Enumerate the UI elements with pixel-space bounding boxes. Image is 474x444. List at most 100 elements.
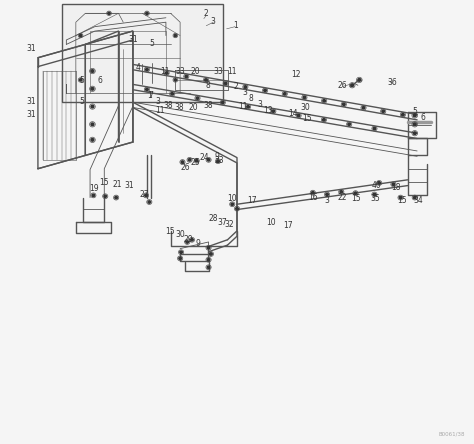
Text: 40: 40 xyxy=(372,181,382,190)
Text: 26: 26 xyxy=(337,81,347,90)
Circle shape xyxy=(207,246,210,249)
Text: 38: 38 xyxy=(204,101,213,110)
Circle shape xyxy=(323,119,325,121)
Text: 2: 2 xyxy=(204,9,209,18)
Text: 3: 3 xyxy=(211,17,216,26)
Text: 31: 31 xyxy=(124,181,134,190)
Circle shape xyxy=(401,114,404,116)
Text: 11: 11 xyxy=(155,106,165,115)
Circle shape xyxy=(91,70,94,72)
Circle shape xyxy=(340,190,343,193)
Text: 31: 31 xyxy=(129,36,138,44)
Text: 6: 6 xyxy=(420,113,425,122)
Text: 31: 31 xyxy=(26,44,36,53)
Circle shape xyxy=(373,127,376,130)
Circle shape xyxy=(195,159,198,162)
Text: 8: 8 xyxy=(249,94,254,103)
Text: 21: 21 xyxy=(113,180,122,189)
Circle shape xyxy=(148,201,151,203)
Text: 15: 15 xyxy=(165,227,174,236)
Text: 3: 3 xyxy=(155,97,160,106)
Text: 4: 4 xyxy=(136,63,141,72)
Text: 35: 35 xyxy=(371,194,380,203)
Circle shape xyxy=(311,191,314,194)
Circle shape xyxy=(323,99,326,102)
Text: 30: 30 xyxy=(301,103,310,112)
Circle shape xyxy=(413,196,416,199)
Text: 36: 36 xyxy=(388,78,397,87)
Text: 11: 11 xyxy=(228,67,237,75)
Circle shape xyxy=(146,68,148,71)
Text: 5: 5 xyxy=(79,76,84,85)
Text: 16: 16 xyxy=(308,193,318,202)
Text: 38: 38 xyxy=(164,101,173,110)
Circle shape xyxy=(80,79,82,81)
Circle shape xyxy=(108,12,110,15)
Text: 20: 20 xyxy=(189,103,198,112)
Circle shape xyxy=(104,195,107,198)
Text: 31: 31 xyxy=(26,97,36,106)
Circle shape xyxy=(382,110,384,112)
Text: B0061/38: B0061/38 xyxy=(438,431,465,436)
Text: 19: 19 xyxy=(89,184,99,193)
Circle shape xyxy=(413,114,416,117)
Circle shape xyxy=(413,132,416,135)
Circle shape xyxy=(378,182,381,184)
Circle shape xyxy=(91,139,94,141)
Text: 28: 28 xyxy=(209,214,218,223)
Circle shape xyxy=(146,12,148,15)
Circle shape xyxy=(207,266,210,269)
Circle shape xyxy=(91,105,94,108)
Circle shape xyxy=(264,89,266,91)
Text: 13: 13 xyxy=(263,106,273,115)
Text: 26: 26 xyxy=(180,163,190,172)
Circle shape xyxy=(115,196,118,199)
Text: 3: 3 xyxy=(325,196,329,205)
Circle shape xyxy=(224,82,227,85)
Text: 15: 15 xyxy=(100,178,109,187)
Circle shape xyxy=(272,110,274,112)
Text: 31: 31 xyxy=(26,110,36,119)
Text: 14: 14 xyxy=(288,109,298,118)
Text: 22: 22 xyxy=(337,193,347,202)
Text: 15: 15 xyxy=(302,114,312,123)
Text: 11: 11 xyxy=(238,102,247,111)
Circle shape xyxy=(354,192,357,194)
Bar xyxy=(62,4,223,102)
Circle shape xyxy=(247,106,249,108)
Circle shape xyxy=(171,93,173,95)
Circle shape xyxy=(191,238,193,241)
Text: 6: 6 xyxy=(97,76,102,85)
Circle shape xyxy=(236,207,238,210)
Text: 17: 17 xyxy=(283,221,293,230)
Circle shape xyxy=(210,253,212,255)
Text: 5: 5 xyxy=(149,39,154,48)
Text: 29: 29 xyxy=(184,235,193,244)
Text: 7: 7 xyxy=(148,91,153,100)
Text: 15: 15 xyxy=(352,194,361,203)
Circle shape xyxy=(174,35,176,37)
Circle shape xyxy=(217,160,219,163)
Circle shape xyxy=(358,79,361,81)
Text: 30: 30 xyxy=(175,230,185,239)
Circle shape xyxy=(188,159,191,161)
Circle shape xyxy=(145,194,147,197)
Circle shape xyxy=(362,107,365,109)
Text: 1: 1 xyxy=(233,21,237,30)
Circle shape xyxy=(207,258,210,261)
Text: 34: 34 xyxy=(413,196,423,205)
Text: 20: 20 xyxy=(191,67,200,75)
Circle shape xyxy=(165,72,168,74)
Circle shape xyxy=(297,114,300,117)
Text: 15: 15 xyxy=(397,196,407,205)
Circle shape xyxy=(186,241,189,243)
Text: 18: 18 xyxy=(391,183,401,192)
Text: 8: 8 xyxy=(205,81,210,90)
Circle shape xyxy=(283,93,286,95)
Circle shape xyxy=(207,159,210,161)
Circle shape xyxy=(91,87,94,90)
Circle shape xyxy=(351,84,354,87)
Circle shape xyxy=(244,86,246,88)
Text: 25: 25 xyxy=(191,158,200,166)
Circle shape xyxy=(185,75,188,78)
